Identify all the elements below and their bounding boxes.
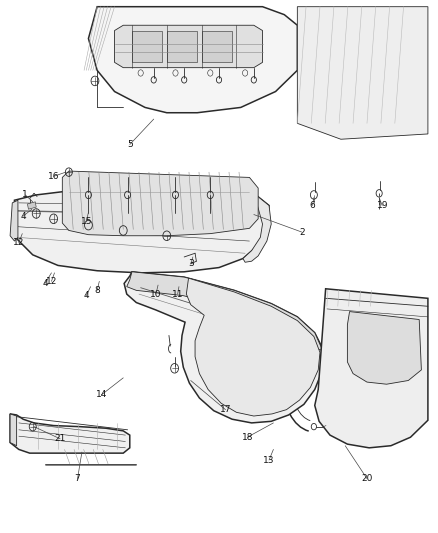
Text: 19: 19 xyxy=(376,201,388,210)
Text: 18: 18 xyxy=(241,433,253,442)
Polygon shape xyxy=(124,272,323,423)
Polygon shape xyxy=(28,202,36,209)
Text: 16: 16 xyxy=(48,172,60,181)
Text: 13: 13 xyxy=(263,456,275,465)
Polygon shape xyxy=(201,30,232,62)
Polygon shape xyxy=(88,7,297,113)
Polygon shape xyxy=(167,30,197,62)
Polygon shape xyxy=(186,278,320,416)
Text: 12: 12 xyxy=(13,238,25,247)
Text: 3: 3 xyxy=(188,260,194,268)
Text: 4: 4 xyxy=(84,291,89,300)
Text: 2: 2 xyxy=(299,228,304,237)
Text: 12: 12 xyxy=(46,277,57,286)
Polygon shape xyxy=(297,7,428,139)
Polygon shape xyxy=(347,312,421,384)
Polygon shape xyxy=(315,289,428,448)
Polygon shape xyxy=(10,200,18,241)
Text: 11: 11 xyxy=(172,289,184,298)
Text: 1: 1 xyxy=(22,190,28,199)
Text: 8: 8 xyxy=(94,286,100,295)
Text: 5: 5 xyxy=(127,140,133,149)
Polygon shape xyxy=(62,171,258,236)
Text: 4: 4 xyxy=(42,279,48,288)
Text: 7: 7 xyxy=(74,474,81,483)
Text: 20: 20 xyxy=(361,474,373,483)
Text: 10: 10 xyxy=(150,289,162,298)
Text: 21: 21 xyxy=(54,434,66,443)
Polygon shape xyxy=(127,272,322,350)
Text: 17: 17 xyxy=(220,405,231,414)
Polygon shape xyxy=(10,414,17,446)
Text: 4: 4 xyxy=(20,212,26,221)
Polygon shape xyxy=(115,25,262,68)
Polygon shape xyxy=(10,414,130,453)
Text: 15: 15 xyxy=(81,217,92,226)
Text: 14: 14 xyxy=(96,390,107,399)
Polygon shape xyxy=(12,188,269,273)
Polygon shape xyxy=(132,30,162,62)
Polygon shape xyxy=(243,193,271,262)
Text: 6: 6 xyxy=(310,201,315,210)
